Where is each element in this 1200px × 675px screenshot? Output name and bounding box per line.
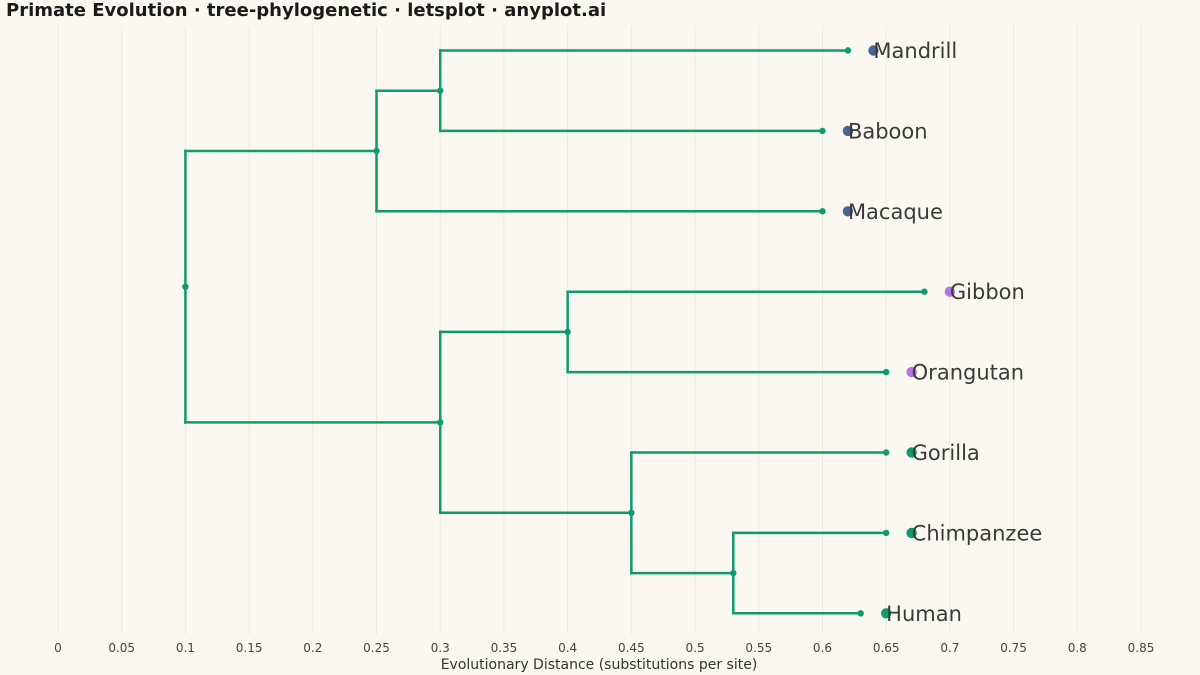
leaf-label: Gibbon: [950, 280, 1025, 304]
internal-node: [730, 569, 737, 577]
leaf-label: Macaque: [848, 200, 943, 224]
x-tick-label: 0.85: [1128, 641, 1155, 655]
chart-title: Primate Evolution · tree-phylogenetic · …: [6, 0, 607, 21]
internal-node: [564, 328, 571, 336]
x-tick-label: 0.6: [813, 641, 832, 655]
x-tick-label: 0.15: [236, 641, 263, 655]
internal-node: [182, 283, 189, 290]
leaf-tip-node: [819, 127, 826, 135]
leaf-label: Baboon: [848, 119, 928, 143]
leaf-group-marker: [906, 366, 917, 378]
leaf-label: Human: [886, 602, 962, 626]
internal-node: [373, 147, 380, 155]
leaf-group-marker: [944, 286, 956, 297]
leaf-tip-node: [921, 288, 928, 295]
x-tick-label: 0: [54, 641, 62, 655]
x-tick-label: 0.1: [176, 641, 195, 655]
leaf-tip-node: [819, 208, 826, 215]
x-axis-ticks: 0 0.05 0.1 0.15 0.2 0.25 0.3 0.35 0.4 0.45 0.5 0.55…: [54, 641, 1154, 655]
x-tick-label: 0.8: [1068, 641, 1087, 655]
leaf-tip-node: [857, 610, 864, 617]
x-tick-label: 0.3: [431, 641, 450, 655]
leaf-label: Gorilla: [912, 441, 980, 465]
x-tick-label: 0.7: [940, 641, 959, 655]
tree-nodes: [182, 45, 956, 619]
x-tick-label: 0.5: [686, 641, 705, 655]
x-tick-label: 0.65: [873, 641, 900, 655]
leaf-label: Mandrill: [873, 39, 957, 63]
tree-branches: [184, 49, 926, 615]
x-tick-label: 0.2: [303, 641, 322, 655]
leaf-group-marker: [842, 125, 854, 137]
x-tick-label: 0.25: [363, 641, 390, 655]
x-tick-label: 0.05: [108, 641, 135, 655]
leaf-labels: Mandrill Baboon Macaque Gibbon Orangutan Gori…: [848, 39, 1042, 626]
internal-node: [437, 419, 444, 426]
leaf-group-marker: [906, 447, 917, 458]
leaf-tip-node: [882, 368, 890, 376]
leaf-tip-node: [882, 449, 890, 456]
x-tick-label: 0.55: [745, 641, 772, 655]
internal-node: [628, 509, 635, 516]
x-tick-label: 0.35: [491, 641, 518, 655]
leaf-label: Chimpanzee: [912, 521, 1043, 545]
x-axis-title: Evolutionary Distance (substitutions per…: [441, 657, 758, 673]
leaf-group-marker: [880, 608, 892, 619]
x-tick-label: 0.4: [558, 641, 577, 655]
x-tick-label: 0.45: [618, 641, 645, 655]
internal-node: [437, 87, 444, 94]
leaf-tip-node: [844, 47, 852, 54]
leaf-label: Orangutan: [912, 361, 1024, 385]
leaf-group-marker: [868, 45, 879, 56]
leaf-group-marker: [842, 206, 854, 217]
leaf-group-marker: [906, 527, 917, 539]
x-tick-label: 0.75: [1000, 641, 1027, 655]
leaf-tip-node: [882, 529, 890, 537]
